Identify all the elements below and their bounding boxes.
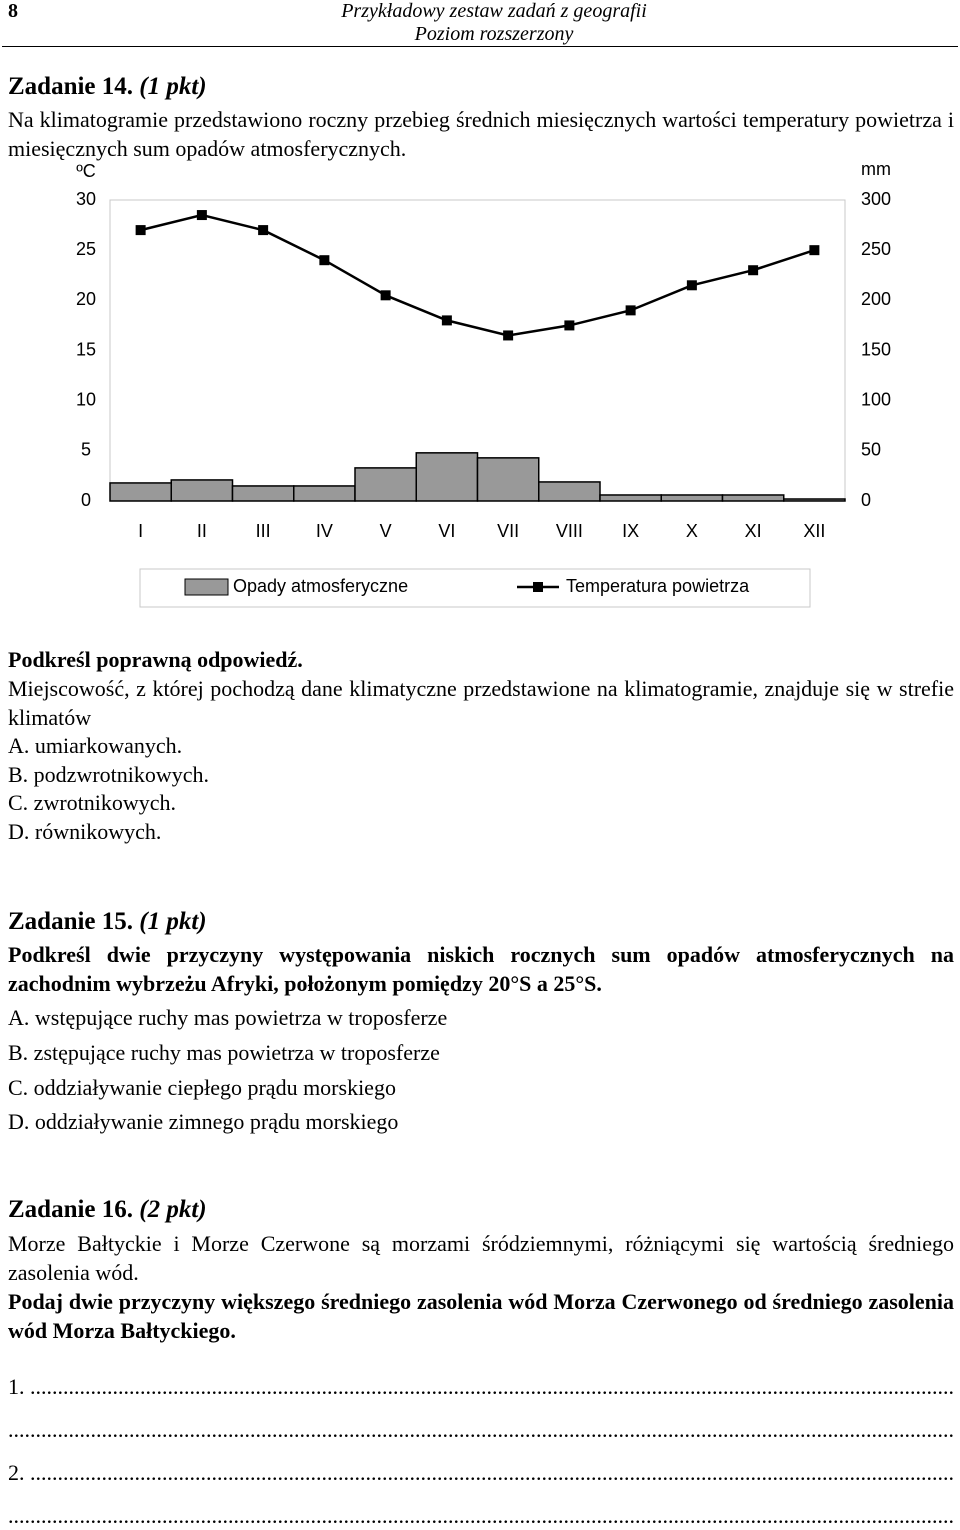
y2-tick-label: 100: [861, 389, 891, 409]
bar: [170, 479, 234, 502]
answer-line: ........................................…: [8, 1417, 954, 1442]
line-marker: [625, 305, 636, 316]
line-marker: [564, 320, 575, 331]
option-list: A. wstępujące ruchy mas powietrza w trop…: [8, 1001, 954, 1140]
x-tick-label: IV: [316, 521, 333, 541]
line-marker: [503, 330, 514, 341]
header-title: Przykładowy zestaw zadań z geografii: [341, 0, 647, 22]
line-marker: [135, 225, 146, 236]
x-tick-label: V: [380, 521, 392, 541]
bar: [476, 457, 540, 502]
legend-marker: [533, 582, 543, 592]
x-tick-label: III: [256, 521, 271, 541]
task-number: Zadanie 16.: [8, 1196, 134, 1223]
x-tick-label: X: [686, 521, 698, 541]
y2-axis-unit: mm: [861, 160, 891, 179]
option: D. równikowych.: [8, 818, 162, 844]
option: C. zwrotnikowych.: [8, 790, 177, 816]
y-tick-label: 15: [76, 339, 96, 359]
task-points: (1 pkt): [139, 73, 207, 100]
y2-tick-label: 150: [861, 339, 891, 359]
y-tick-label: 0: [81, 490, 91, 510]
legend-swatch: [184, 578, 229, 596]
task-points: (1 pkt): [139, 908, 207, 935]
option: B. podzwrotnikowych.: [8, 761, 210, 787]
line-marker: [319, 255, 330, 266]
option: D. oddziaływanie zimnego prądu morskiego: [8, 1109, 399, 1135]
line-marker: [441, 315, 452, 326]
bar: [660, 494, 724, 502]
y2-tick-label: 200: [861, 289, 891, 309]
x-tick-label: I: [138, 521, 143, 541]
y2-tick-label: 0: [861, 490, 871, 510]
option-list: A. umiarkowanych. B. podzwrotnikowych. C. …: [8, 732, 954, 846]
bar: [231, 485, 295, 502]
answer-line: 1. .....................................…: [8, 1374, 954, 1399]
task-question: Miejscowość, z której pochodzą dane klim…: [8, 676, 954, 730]
line-marker: [196, 210, 207, 221]
y-axis-unit: ºC: [76, 161, 96, 181]
line-marker: [748, 265, 759, 276]
x-tick-label: XII: [803, 521, 825, 541]
header-subtitle: Poziom rozszerzony: [414, 23, 574, 45]
task-title: Zadanie 14. (1 pkt): [8, 73, 207, 101]
option: A. umiarkowanych.: [8, 733, 183, 758]
task-instruction: Podaj dwie przyczyny większego średniego…: [8, 1289, 954, 1343]
x-tick-label: VIII: [556, 521, 583, 541]
x-tick-label: XI: [745, 521, 762, 541]
option: C. oddziaływanie ciepłego prądu morskieg…: [8, 1074, 396, 1100]
page-number: 8: [8, 0, 18, 22]
answer-line: 2. .....................................…: [8, 1460, 954, 1485]
option: A. wstępujące ruchy mas powietrza w trop…: [8, 1005, 448, 1030]
x-tick-label: VI: [438, 521, 455, 541]
y2-tick-label: 300: [861, 189, 891, 209]
bar: [783, 498, 846, 502]
option: B. zstępujące ruchy mas powietrza w trop…: [8, 1039, 440, 1065]
x-tick-label: IX: [622, 521, 639, 541]
task-number: Zadanie 15.: [8, 908, 134, 935]
temperature-line: [140, 213, 815, 337]
y-tick-label: 10: [76, 389, 96, 409]
answer-line: ........................................…: [8, 1503, 954, 1528]
task-instruction: Podkreśl dwie przyczyny występowania nis…: [8, 942, 954, 996]
running-header: Przykładowy zestaw zadań z geografii Poz…: [294, 0, 694, 46]
task-intro: Na klimatogramie przedstawiono roczny pr…: [8, 107, 954, 161]
y-tick-label: 30: [76, 189, 96, 209]
legend-label: Opady atmosferyczne: [233, 576, 408, 596]
legend-label: Temperatura powietrza: [566, 576, 750, 596]
x-tick-label: VII: [497, 521, 519, 541]
x-tick-label: II: [197, 521, 207, 541]
task-title: Zadanie 16. (2 pkt): [8, 1196, 207, 1224]
line-marker: [686, 280, 697, 291]
bar: [538, 481, 601, 502]
y-tick-label: 20: [76, 289, 96, 309]
task-instruction: Podkreśl poprawną odpowiedź.: [8, 647, 303, 672]
header-rule: [2, 46, 958, 47]
bar: [415, 452, 479, 502]
line-marker: [809, 245, 820, 256]
bar: [354, 467, 417, 502]
legend-box: [139, 568, 811, 608]
line-marker: [380, 290, 391, 301]
task-number: Zadanie 14.: [8, 73, 134, 100]
y-tick-label: 5: [81, 440, 91, 460]
task-intro: Morze Bałtyckie i Morze Czerwone są morz…: [8, 1231, 954, 1285]
task-points: (2 pkt): [139, 1196, 207, 1223]
task-title: Zadanie 15. (1 pkt): [8, 908, 207, 936]
y2-tick-label: 50: [861, 440, 881, 460]
bar: [721, 494, 785, 502]
bar: [293, 485, 356, 502]
line-marker: [258, 225, 269, 236]
y-tick-label: 25: [76, 239, 96, 259]
bar: [109, 482, 172, 502]
bar: [599, 494, 662, 502]
y2-tick-label: 250: [861, 239, 891, 259]
